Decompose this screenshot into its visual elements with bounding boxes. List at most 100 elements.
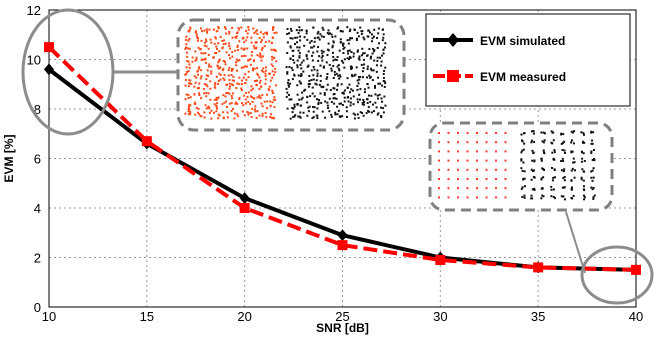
constellation-dot-black (590, 186, 593, 189)
constellation-dot-black (338, 69, 341, 72)
constellation-dot-black (384, 82, 387, 85)
constellation-dot-black (321, 52, 324, 55)
constellation-dot-black (374, 86, 377, 89)
constellation-dot-red (205, 74, 208, 77)
constellation-dot-red (228, 32, 231, 35)
constellation-dot-red (262, 67, 265, 70)
constellation-dot-black (323, 93, 326, 96)
constellation-dot-red (190, 82, 193, 85)
constellation-dot-red (214, 36, 217, 39)
callout-ellipse-low-snr (21, 8, 115, 136)
constellation-dot-black (592, 186, 595, 189)
constellation-dot-red (188, 113, 191, 116)
constellation-dot-black (316, 107, 319, 110)
constellation-dot-red (271, 70, 274, 73)
constellation-dot-black (291, 49, 294, 52)
constellation-dot-red (219, 73, 222, 76)
constellation-dot-black (358, 93, 361, 96)
constellation-dot-black (345, 110, 348, 113)
constellation-dot-black (290, 66, 293, 69)
constellation-dot-red (231, 55, 234, 58)
constellation-dot-red (221, 47, 224, 50)
constellation-dot-black (299, 104, 302, 107)
constellation-dot-red (230, 102, 233, 105)
constellation-dot-red (208, 63, 211, 66)
constellation-dot-black (542, 131, 545, 134)
constellation-dot-black (374, 93, 377, 96)
constellation-dot-black (590, 142, 593, 145)
constellation-dot-red (206, 31, 209, 34)
constellation-dot-black (316, 72, 319, 75)
constellation-dot-black (356, 31, 359, 34)
constellation-dot-black (361, 76, 364, 79)
constellation-dot-black (371, 52, 374, 55)
constellation-dot-red (255, 41, 258, 44)
constellation-dot-black (570, 186, 573, 189)
series-marker (44, 42, 54, 53)
constellation-dot-red (447, 141, 450, 144)
constellation-dot-red (205, 45, 208, 48)
constellation-dot-red (228, 87, 231, 90)
constellation-dot-black (342, 47, 345, 50)
constellation-dot-black (335, 97, 338, 100)
constellation-dot-black (332, 40, 335, 43)
constellation-dot-red (222, 94, 225, 97)
constellation-dot-black (336, 56, 339, 59)
constellation-dot-black (369, 57, 372, 60)
constellation-dot-black (379, 56, 382, 59)
constellation-dot-red (259, 31, 262, 34)
constellation-dot-red (207, 106, 210, 109)
constellation-dot-black (351, 89, 354, 92)
constellation-dot-red (438, 132, 440, 134)
constellation-dot-black (332, 76, 335, 79)
constellation-dot-black (319, 64, 322, 67)
constellation-dot-red (197, 87, 200, 90)
constellation-dot-red (255, 116, 258, 119)
constellation-dot-black (310, 40, 313, 43)
constellation-dot-black (325, 61, 328, 64)
constellation-dot-red (187, 39, 190, 42)
constellation-dot-black (562, 159, 565, 162)
constellation-dot-red (222, 111, 225, 114)
constellation-dot-black (560, 169, 563, 172)
constellation-dot-red (231, 92, 234, 95)
constellation-dot-red (216, 107, 219, 110)
y-tick-label: 10 (27, 53, 41, 68)
constellation-dot-black (310, 54, 313, 57)
constellation-dot-black (286, 91, 289, 94)
constellation-dot-black (322, 35, 325, 38)
constellation-dot-black (328, 32, 331, 35)
constellation-dot-red (236, 82, 239, 85)
constellation-dot-black (304, 88, 307, 91)
constellation-dot-black (314, 82, 317, 85)
constellation-dot-black (582, 132, 585, 135)
constellation-dot-red (270, 116, 273, 119)
constellation-dot-red (216, 65, 219, 68)
constellation-dot-red (236, 48, 239, 51)
constellation-dot-black (354, 113, 357, 116)
constellation-dot-black (560, 159, 563, 162)
constellation-dot-red (213, 111, 216, 114)
constellation-dot-black (382, 36, 385, 39)
constellation-dot-red (188, 103, 191, 106)
constellation-dot-red (194, 81, 197, 84)
constellation-dot-black (356, 79, 359, 82)
constellation-dot-black (308, 82, 311, 85)
constellation-dot-black (379, 82, 382, 85)
constellation-dot-black (380, 116, 383, 119)
constellation-dot-black (346, 52, 349, 55)
constellation-dot-black (363, 88, 366, 91)
constellation-dot-black (332, 41, 335, 44)
plot-frame (48, 9, 637, 308)
constellation-dot-red (495, 187, 497, 190)
constellation-dot-red (244, 82, 247, 85)
constellation-dot-black (323, 92, 326, 95)
constellation-dot-black (581, 157, 584, 160)
constellation-measured-low-snr (184, 26, 278, 120)
constellation-dot-black (313, 45, 316, 48)
constellation-dot-red (258, 76, 261, 79)
constellation-dot-black (570, 188, 573, 191)
constellation-dot-black (580, 160, 583, 163)
constellation-dot-red (466, 150, 469, 153)
constellation-dot-red (260, 69, 263, 72)
